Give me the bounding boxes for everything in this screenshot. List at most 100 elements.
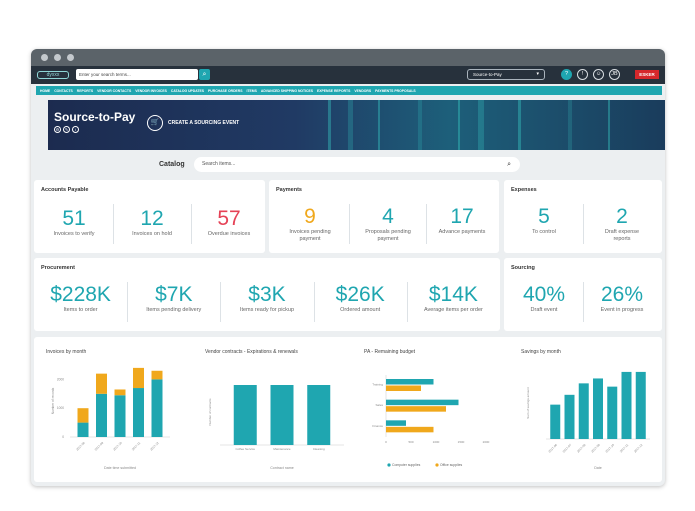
- kpi-to-control[interactable]: 5 To control: [507, 205, 581, 236]
- legend-label-0: Computer supplies: [392, 463, 421, 467]
- nav-item-reports[interactable]: REPORTS: [76, 88, 94, 93]
- edit-icon[interactable]: ✎: [63, 126, 70, 133]
- kpi-procurement-2[interactable]: $3K Items ready for pickup: [220, 283, 313, 314]
- bar-2: [578, 383, 589, 439]
- nav-item-purchase-orders[interactable]: PURCHASE ORDERS: [208, 88, 243, 93]
- banner-icon-group: ⚙ ✎ i: [54, 126, 79, 133]
- kpi-advance-payments[interactable]: 17 Advance payments: [427, 205, 497, 236]
- user-icon[interactable]: ☺: [593, 69, 604, 80]
- kpi-procurement-1[interactable]: $7K Items pending delivery: [127, 283, 220, 314]
- y-tick-label: Finance: [372, 424, 383, 428]
- title-bar: [31, 49, 665, 66]
- search-icon[interactable]: ⌕: [507, 161, 511, 168]
- kpi-label: Items pending delivery: [146, 307, 202, 313]
- x-tick-label: 2017-06: [547, 443, 558, 454]
- x-tick-label: 2017-09: [94, 441, 105, 452]
- nav-item-payments-proposals[interactable]: PAYMENTS PROPOSALS: [375, 88, 416, 93]
- kpi-value: 51: [62, 207, 86, 230]
- chart-title: Savings by month: [521, 349, 561, 355]
- nav-item-home[interactable]: HOME: [40, 88, 51, 93]
- legend-label-1: Office supplies: [440, 463, 462, 467]
- info-icon[interactable]: i: [72, 126, 79, 133]
- bar-5: [621, 371, 632, 439]
- kpi-event-in-progress[interactable]: 26% Event in progress: [585, 283, 659, 314]
- x-tick-label: 2017-11: [131, 441, 142, 452]
- create-sourcing-event-button[interactable]: 🛒 CREATE A SOURCING EVENT: [147, 115, 239, 131]
- kpi-value: $14K: [428, 283, 478, 306]
- kpi-value: $3K: [248, 283, 286, 306]
- kpi-label: Overdue invoices: [207, 231, 251, 237]
- y-tick-label: Training: [372, 383, 383, 387]
- kpi-value: 26%: [600, 283, 644, 306]
- kpi-label: Draft event: [530, 307, 558, 313]
- bar-0-2: [114, 395, 126, 437]
- card-title: Procurement: [41, 265, 75, 271]
- catalog-search-input[interactable]: Search items... ⌕: [194, 157, 520, 172]
- nav-item-catalog-updates[interactable]: CATALOG UPDATES: [170, 88, 205, 93]
- context-select[interactable]: Source-to-Pay ▾: [467, 69, 545, 80]
- hero-banner: Source-to-Pay ⚙ ✎ i 🛒 CREATE A SOURCING …: [48, 100, 665, 150]
- y-tick-label: Sales: [375, 403, 383, 407]
- accounts-payable-card: Accounts Payable 51 Invoices to verify 1…: [34, 180, 265, 253]
- bar-4: [607, 386, 618, 439]
- window-maximize-dot[interactable]: [67, 54, 74, 61]
- bar-3: [593, 378, 603, 439]
- x-tick-label: Coffee Service: [235, 447, 255, 451]
- kpi-invoices-pending-payment[interactable]: 9 Invoices pending payment: [273, 205, 347, 242]
- kpi-value: 57: [217, 207, 241, 230]
- notification-icon[interactable]: !: [577, 69, 588, 80]
- brand-logo: ESKER: [635, 70, 659, 79]
- x-tick-label: 2017-12: [633, 443, 644, 454]
- window-close-dot[interactable]: [41, 54, 48, 61]
- kpi-procurement-3[interactable]: $26K Ordered amount: [314, 283, 407, 314]
- charts-card: Invoices by month Number of records 0 1000 2…: [34, 337, 662, 482]
- x-tick-label: 2017-08: [75, 441, 86, 452]
- cart-icon: 🛒: [147, 115, 163, 131]
- card-title: Expenses: [511, 187, 537, 193]
- chart-title: Vendor contracts - Expirations & renewal…: [205, 349, 298, 355]
- kpi-label: To control: [532, 229, 556, 235]
- payments-card: Payments 9 Invoices pending payment 4 Pr…: [269, 180, 499, 253]
- app-logo[interactable]: dyxxx: [37, 71, 69, 79]
- kpi-proposals-pending-payment[interactable]: 4 Proposals pending payment: [351, 205, 425, 242]
- kpi-procurement-4[interactable]: $14K Average items per order: [407, 283, 500, 314]
- nav-item-advanced-shipping-notices[interactable]: ADVANCED SHIPPING NOTICES: [260, 88, 314, 93]
- nav-item-expense-reports[interactable]: EXPENSE REPORTS: [317, 88, 351, 93]
- kpi-value: 4: [382, 205, 394, 228]
- nav-item-items[interactable]: ITEMS: [246, 88, 257, 93]
- help-icon[interactable]: ?: [561, 69, 572, 80]
- card-title: Sourcing: [511, 265, 535, 271]
- y-axis-label: Sum of savings amount: [526, 387, 530, 419]
- x-tick-label: 2017-07: [562, 443, 573, 454]
- kpi-overdue-invoices[interactable]: 57 Overdue invoices: [194, 207, 264, 238]
- nav-item-vendors[interactable]: VENDORS: [354, 88, 372, 93]
- bar-1-3: [133, 367, 144, 389]
- window-minimize-dot[interactable]: [54, 54, 61, 61]
- kpi-label-line2: payment: [377, 235, 399, 242]
- nav-item-contacts[interactable]: CONTACTS: [54, 88, 73, 93]
- search-icon[interactable]: ⌕: [199, 69, 210, 80]
- top-bar: dyxxx Enter your search terms... ⌕ Sourc…: [31, 66, 665, 84]
- kpi-invoices-on-hold[interactable]: 12 Invoices on hold: [116, 207, 188, 238]
- kpi-invoices-to-verify[interactable]: 51 Invoices to verify: [39, 207, 109, 238]
- expenses-card: Expenses 5 To control 2 Draft expense re…: [504, 180, 662, 253]
- kpi-draft-event[interactable]: 40% Draft event: [507, 283, 581, 314]
- kpi-draft-expense-reports[interactable]: 2 Draft expense reports: [585, 205, 659, 242]
- main-nav: HOME CONTACTS REPORTS VENDOR CONTACTS VENDOR…: [36, 86, 662, 95]
- bar-1-1: [96, 373, 107, 394]
- kpi-value: $7K: [155, 283, 193, 306]
- x-axis-label: Date time submitted: [104, 466, 136, 470]
- kpi-procurement-0[interactable]: $228K Items to order: [34, 283, 127, 314]
- catalog-search-placeholder: Search items...: [202, 161, 236, 167]
- avatar-icon[interactable]: JB: [609, 69, 620, 80]
- kpi-label: Invoices on hold: [132, 231, 172, 237]
- settings-icon[interactable]: ⚙: [54, 126, 61, 133]
- context-select-value: Source-to-Pay: [473, 72, 502, 77]
- hbar-0-1: [386, 399, 459, 406]
- hbar-0-0: [386, 379, 434, 385]
- chevron-down-icon: ▾: [536, 71, 539, 77]
- nav-item-vendor-invoices[interactable]: VENDOR INVOICES: [135, 88, 167, 93]
- x-tick-label: Maintenance: [273, 447, 291, 451]
- nav-item-vendor-contacts[interactable]: VENDOR CONTACTS: [97, 88, 132, 93]
- global-search-input[interactable]: Enter your search terms...: [76, 69, 198, 80]
